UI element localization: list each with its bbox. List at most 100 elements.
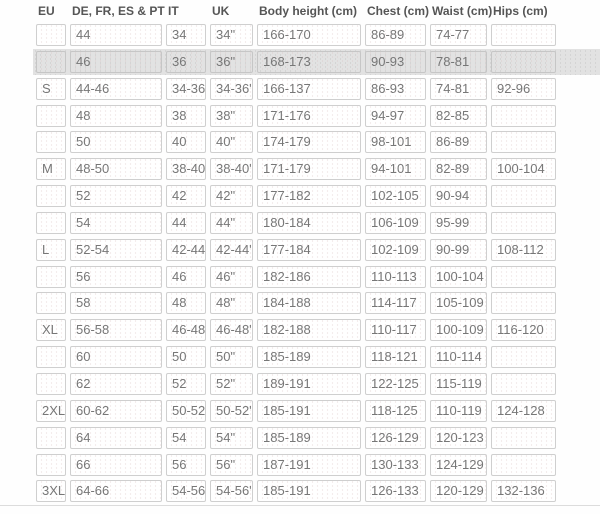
- table-body: 44 34 34" 166-170 86-89 74-77 46 36 36" 168-173 90…: [0, 24, 600, 507]
- table-row: M 48-50 38-40 38-40" 171-179 94-101 82-89 100-1…: [36, 158, 600, 185]
- cell-it: 54-56: [166, 480, 206, 503]
- cell-body_height: 185-191: [257, 399, 361, 422]
- cell-uk: 36": [210, 50, 253, 73]
- cell-chest: 98-101: [365, 131, 426, 154]
- cell-eu: [36, 372, 66, 395]
- cell-chest: 106-109: [365, 211, 426, 234]
- column-header-waist: Waist (cm): [432, 4, 493, 18]
- cell-de_fr_es_pt: 48-50: [70, 158, 162, 181]
- cell-waist: 105-109: [430, 292, 487, 315]
- cell-waist: 90-99: [430, 238, 487, 261]
- table-row: 44 34 34" 166-170 86-89 74-77: [36, 24, 600, 51]
- cell-body_height: 171-176: [257, 104, 361, 127]
- cell-hips: 124-128: [491, 399, 556, 422]
- cell-eu: [36, 265, 66, 288]
- cell-hips: [491, 426, 556, 449]
- cell-waist: 124-129: [430, 453, 487, 476]
- cell-de_fr_es_pt: 60-62: [70, 399, 162, 422]
- cell-waist: 78-81: [430, 50, 487, 73]
- cell-chest: 118-121: [365, 346, 426, 369]
- cell-hips: 100-104: [491, 158, 556, 181]
- cell-eu: L: [36, 238, 66, 261]
- cell-waist: 74-81: [430, 77, 487, 100]
- cell-hips: [491, 211, 556, 234]
- column-header-eu: EU: [38, 4, 55, 18]
- cell-eu: [36, 185, 66, 208]
- cell-chest: 118-125: [365, 399, 426, 422]
- cell-uk: 34-36": [210, 77, 253, 100]
- cell-it: 34-36: [166, 77, 206, 100]
- cell-eu: [36, 24, 66, 46]
- cell-it: 38: [166, 104, 206, 127]
- cell-de_fr_es_pt: 52-54: [70, 238, 162, 261]
- table-row: S 44-46 34-36 34-36" 166-137 86-93 74-81 92-96: [36, 77, 600, 105]
- cell-hips: [491, 131, 556, 154]
- column-header-hips: Hips (cm): [493, 4, 548, 18]
- cell-uk: 56": [210, 453, 253, 476]
- cell-hips: [491, 453, 556, 476]
- cell-uk: 50-52": [210, 399, 253, 422]
- cell-hips: [491, 346, 556, 369]
- divider: [0, 505, 600, 506]
- cell-chest: 114-117: [365, 292, 426, 315]
- cell-body_height: 185-189: [257, 346, 361, 369]
- table-row: 54 44 44" 180-184 106-109 95-99: [36, 211, 600, 239]
- cell-it: 44: [166, 211, 206, 234]
- cell-it: 52: [166, 372, 206, 395]
- cell-chest: 126-129: [365, 426, 426, 449]
- cell-it: 56: [166, 453, 206, 476]
- cell-chest: 130-133: [365, 453, 426, 476]
- cell-eu: [36, 211, 66, 234]
- cell-it: 48: [166, 292, 206, 315]
- cell-it: 50: [166, 346, 206, 369]
- cell-body_height: 166-170: [257, 24, 361, 46]
- cell-body_height: 177-184: [257, 238, 361, 261]
- column-header-de_fr_es_pt: DE, FR, ES & PT: [72, 4, 165, 18]
- cell-hips: [491, 185, 556, 208]
- cell-eu: [36, 426, 66, 449]
- cell-waist: 86-89: [430, 131, 487, 154]
- cell-waist: 82-85: [430, 104, 487, 127]
- cell-eu: S: [36, 77, 66, 100]
- cell-uk: 34": [210, 24, 253, 46]
- cell-waist: 100-104: [430, 265, 487, 288]
- cell-chest: 110-113: [365, 265, 426, 288]
- cell-waist: 115-119: [430, 372, 487, 395]
- cell-hips: 132-136: [491, 480, 556, 503]
- cell-uk: 42-44": [210, 238, 253, 261]
- cell-chest: 94-97: [365, 104, 426, 127]
- cell-de_fr_es_pt: 58: [70, 292, 162, 315]
- cell-hips: 108-112: [491, 238, 556, 261]
- table-row: 60 50 50" 185-189 118-121 110-114: [36, 346, 600, 373]
- column-header-uk: UK: [212, 4, 230, 18]
- cell-it: 54: [166, 426, 206, 449]
- cell-body_height: 189-191: [257, 372, 361, 395]
- cell-body_height: 185-189: [257, 426, 361, 449]
- cell-hips: 92-96: [491, 77, 556, 100]
- cell-waist: 110-114: [430, 346, 487, 369]
- cell-eu: [36, 346, 66, 369]
- cell-it: 46: [166, 265, 206, 288]
- cell-de_fr_es_pt: 56: [70, 265, 162, 288]
- cell-chest: 86-89: [365, 24, 426, 46]
- cell-eu: XL: [36, 319, 66, 342]
- cell-de_fr_es_pt: 44: [70, 24, 162, 46]
- cell-eu: [36, 292, 66, 315]
- cell-uk: 44": [210, 211, 253, 234]
- cell-hips: [491, 372, 556, 395]
- cell-chest: 102-109: [365, 238, 426, 261]
- cell-chest: 126-133: [365, 480, 426, 503]
- cell-chest: 86-93: [365, 77, 426, 100]
- cell-de_fr_es_pt: 62: [70, 372, 162, 395]
- cell-body_height: 171-179: [257, 158, 361, 181]
- cell-body_height: 174-179: [257, 131, 361, 154]
- cell-waist: 100-109: [430, 319, 487, 342]
- cell-body_height: 184-188: [257, 292, 361, 315]
- cell-de_fr_es_pt: 46: [70, 50, 162, 73]
- cell-body_height: 187-191: [257, 453, 361, 476]
- table-row: 62 52 52" 189-191 122-125 115-119: [36, 372, 600, 400]
- cell-uk: 46-48": [210, 319, 253, 342]
- cell-chest: 102-105: [365, 185, 426, 208]
- cell-eu: 2XL: [36, 399, 66, 422]
- cell-it: 38-40: [166, 158, 206, 181]
